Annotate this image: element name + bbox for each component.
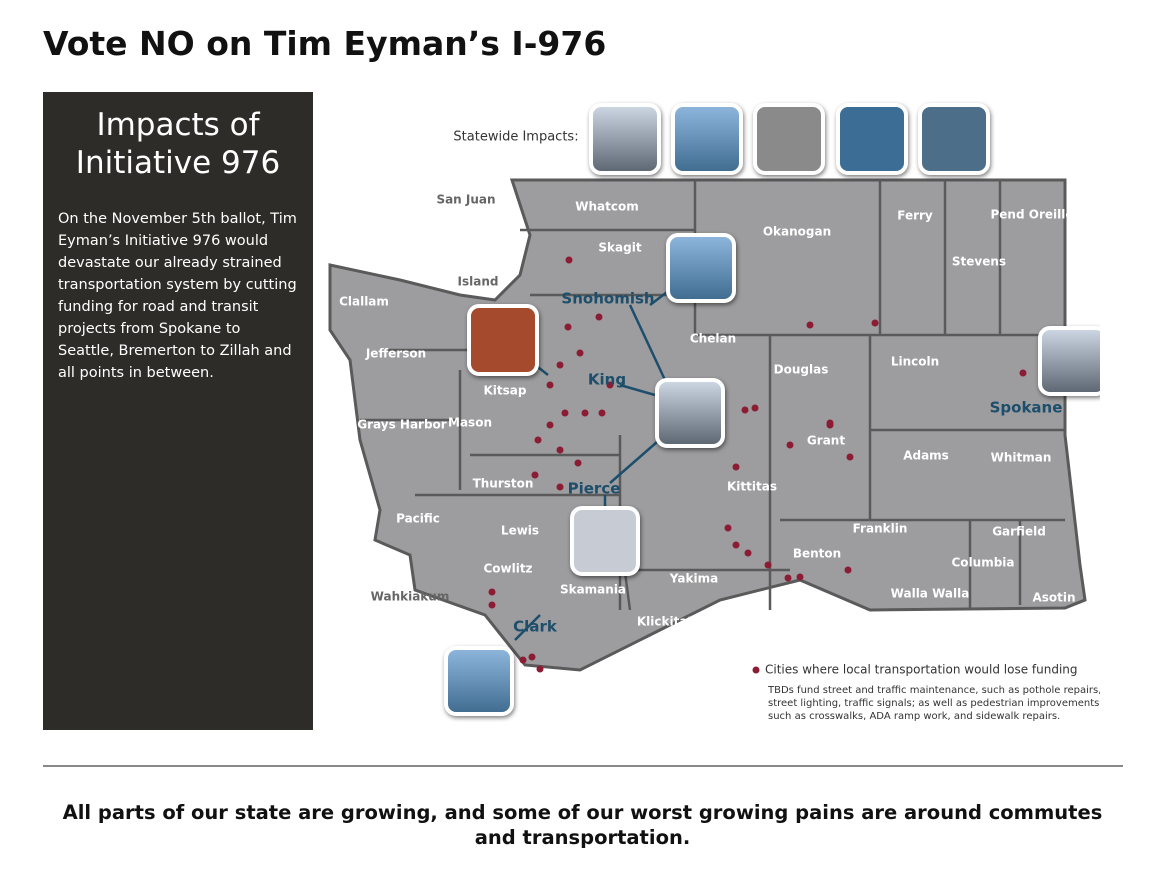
county-label: Lewis [501, 524, 539, 538]
county-label: Kittitas [727, 480, 777, 494]
county-lines [360, 180, 1065, 611]
county-label: Stevens [952, 255, 1006, 269]
county-label: Franklin [853, 522, 908, 536]
sidebar-heading: Impacts of Initiative 976 [75, 107, 281, 181]
statewide-label: Statewide Impacts: [453, 130, 578, 145]
county-label: Walla Walla [891, 587, 970, 601]
page-title: Vote NO on Tim Eyman’s I-976 [43, 24, 607, 63]
region-label: Spokane [990, 399, 1063, 417]
note-line: TBDs fund street and traffic maintenance… [767, 685, 1100, 696]
county-label: Asotin [1032, 591, 1075, 605]
county-label: Chelan [690, 332, 736, 346]
county-label: Lincoln [891, 355, 939, 369]
county-label: Jefferson [365, 347, 426, 361]
county-label: Columbia [951, 556, 1014, 570]
legend-dot [752, 666, 760, 674]
county-label: Whatcom [575, 200, 638, 214]
county-label: Mason [448, 416, 492, 430]
county-label: Ferry [897, 209, 933, 223]
note-line: such as crosswalks, ADA ramp work, and s… [768, 711, 1060, 722]
county-label: Cowlitz [483, 562, 532, 576]
county-label: Pacific [396, 512, 440, 526]
region-label: King [588, 371, 626, 389]
note-line: street lighting, traffic signals; as wel… [768, 698, 1100, 709]
county-label: Thurston [473, 477, 534, 491]
sidebar-body: On the November 5th ballot, Tim Eyman’s … [58, 211, 297, 381]
county-label: Benton [793, 547, 841, 561]
county-label: Pend Oreille [991, 208, 1074, 222]
county-label: Garfield [992, 525, 1046, 539]
county-label: Whitman [991, 451, 1052, 465]
county-label: Grays Harbor [357, 418, 447, 432]
county-label: Yakima [669, 572, 718, 586]
county-label: San Juan [436, 193, 495, 207]
county-label: Okanogan [763, 225, 831, 239]
region-label: Pierce [568, 480, 621, 498]
county-label: Klickitat [637, 615, 694, 629]
county-label: Island [458, 275, 499, 289]
photos [444, 103, 1100, 716]
county-label: Skamania [560, 583, 626, 597]
county-label: Skagit [598, 241, 641, 255]
county-label: Kitsap [484, 384, 527, 398]
divider [43, 765, 1123, 767]
region-label: Clark [513, 618, 558, 636]
sidebar: Impacts of Initiative 976 On the Novembe… [43, 92, 313, 730]
map: Statewide Impacts: San Juan Whatcom Skagit… [328, 103, 1100, 722]
county-label: Grant [807, 434, 845, 448]
legend-text: Cities where local transportation would … [765, 663, 1078, 677]
region-label: Snohomish [561, 290, 654, 308]
county-label: Adams [903, 449, 949, 463]
city-dots [488, 256, 1027, 673]
county-label: Douglas [774, 363, 829, 377]
footer-text: All parts of our state are growing, and … [62, 801, 1103, 849]
county-label: Wahkiakum [371, 590, 450, 604]
county-label: Clallam [339, 295, 389, 309]
